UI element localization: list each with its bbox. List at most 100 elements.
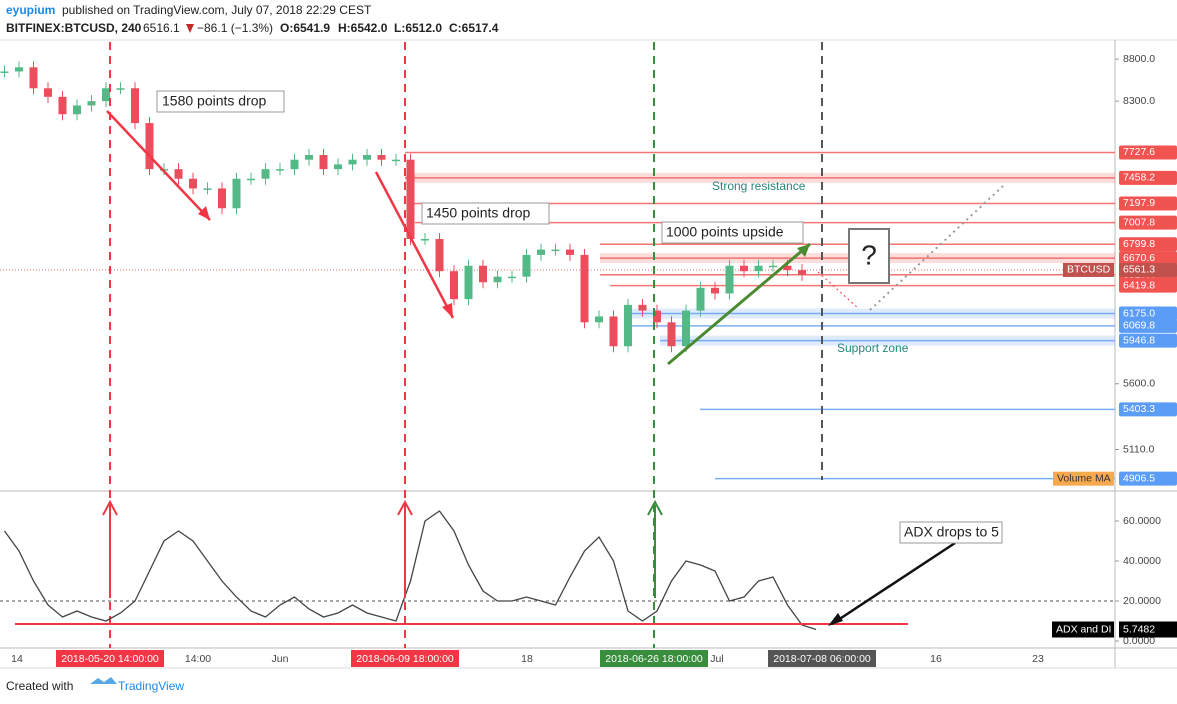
arrowhead (828, 613, 843, 626)
y-tick-label: 8800.0 (1123, 53, 1155, 65)
annotation: 1580 points drop (162, 93, 267, 109)
candle (537, 249, 545, 255)
projection (817, 271, 859, 309)
level-label-box (1119, 402, 1177, 417)
symbol-box (1063, 262, 1114, 277)
candle (798, 270, 806, 275)
level-label-box (1119, 215, 1177, 230)
candle (73, 105, 81, 115)
adx-name: ADX and DI (1056, 623, 1111, 635)
candle (682, 310, 690, 347)
candle (566, 249, 574, 255)
candle (769, 265, 777, 268)
candle (232, 178, 241, 209)
candle (508, 276, 516, 279)
candle (218, 188, 226, 209)
arrow (106, 110, 211, 221)
plot: 8800.0 8300.0 5600.0 5110.0 7727.6 7458.2 7197… (0, 42, 1177, 667)
arrow (831, 541, 956, 626)
change: −86.1 (−1.3%) (197, 21, 273, 35)
volume-ma-label: Volume MA (1057, 472, 1111, 484)
candle (696, 287, 705, 311)
adx-name-box (1052, 621, 1114, 638)
annotation-box (899, 521, 1003, 544)
symbol: BITFINEX:BTCUSD, 240 (6, 21, 142, 35)
level-label-box (1119, 306, 1177, 321)
y-tick-label: 20.0000 (1123, 595, 1161, 607)
y-tick-label: 60.0000 (1123, 515, 1161, 527)
level-label-box (1119, 170, 1177, 185)
x-tick-label: Jun (272, 653, 289, 665)
symbol-name: BTCUSD (1067, 264, 1111, 276)
level-label: 5403.3 (1123, 403, 1155, 415)
candle (595, 316, 603, 323)
arrow (374, 171, 455, 319)
candle (580, 254, 589, 323)
level-label-box (1119, 471, 1177, 486)
annotation-box (421, 202, 550, 225)
candle (44, 88, 52, 97)
candle (319, 155, 328, 170)
candle (783, 265, 792, 271)
candle (479, 265, 487, 283)
marker-label: 2018-05-20 14:00:00 (61, 653, 159, 665)
candle (421, 239, 429, 241)
annotation: Support zone (837, 341, 909, 355)
low: L:6512.0 (394, 21, 442, 35)
candle (725, 265, 734, 294)
arrowhead (198, 206, 210, 220)
candle (624, 304, 632, 347)
candle (290, 159, 299, 170)
candle (493, 276, 502, 283)
high: H:6542.0 (338, 21, 388, 35)
arrowhead (397, 499, 413, 516)
annotation-box (848, 228, 890, 284)
candle (377, 155, 386, 160)
marker-label-box (600, 650, 708, 667)
x-tick-label: 14:00 (185, 653, 211, 665)
level-label: 6670.6 (1123, 252, 1155, 264)
level-label-box (1119, 237, 1177, 252)
level-label: 6561.3 (1123, 264, 1155, 276)
candle (29, 67, 38, 89)
annotation: ADX drops to 5 (904, 524, 999, 540)
candle (348, 159, 357, 165)
level-label: 5946.8 (1123, 334, 1155, 346)
candle (711, 287, 719, 294)
candle (754, 265, 763, 272)
arrowhead (647, 499, 663, 516)
x-tick-label: 16 (930, 653, 942, 665)
level-label-box (1119, 278, 1177, 293)
y-tick-label: 8300.0 (1123, 95, 1155, 107)
level-label: 6799.8 (1123, 238, 1155, 250)
level-label: 4906.5 (1123, 472, 1155, 484)
level-label-box (1119, 145, 1177, 160)
close: C:6517.4 (449, 21, 499, 35)
candle (464, 265, 473, 300)
level-label: 7197.9 (1123, 197, 1155, 209)
candle (58, 96, 67, 115)
y-tick-label: 40.0000 (1123, 555, 1161, 567)
footer-brand[interactable]: TradingView (118, 679, 184, 693)
x-tick-label: Jul (710, 653, 723, 665)
level-label-box (1119, 262, 1177, 277)
marker-label-box (56, 650, 164, 667)
marker-label: 2018-06-26 18:00:00 (605, 653, 703, 665)
projection (869, 185, 1004, 311)
last-price: 6516.1 (143, 21, 180, 35)
marker-label: 2018-06-09 18:00:00 (356, 653, 454, 665)
candle (638, 304, 647, 311)
candle (189, 178, 197, 189)
level-label: 6069.8 (1123, 320, 1155, 332)
annotation: Strong resistance (712, 179, 806, 193)
x-tick-label: 18 (521, 653, 533, 665)
annotation: 1450 points drop (426, 205, 531, 221)
level-label: 7458.2 (1123, 172, 1155, 184)
candle (392, 159, 400, 162)
candle (116, 88, 125, 90)
author[interactable]: eyupium (6, 3, 55, 17)
adx-value-box (1119, 621, 1177, 638)
candle (247, 178, 255, 181)
tradingview-logo (90, 677, 117, 684)
